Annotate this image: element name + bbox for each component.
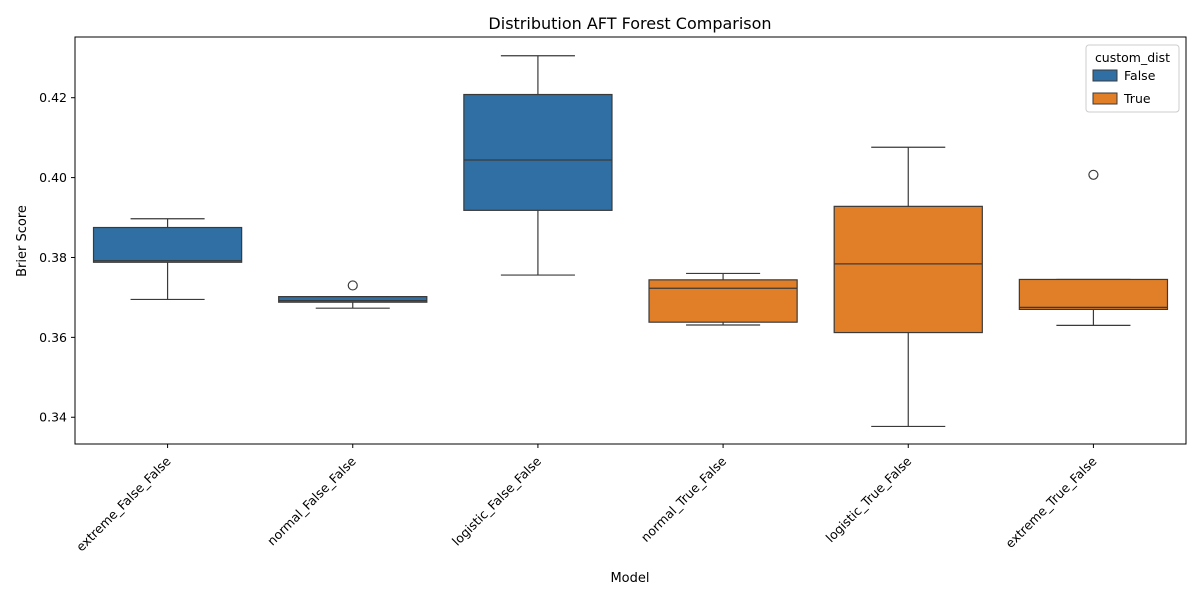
outlier-point [1088,169,1099,180]
box-extreme_False_False [92,218,243,301]
outlier-point [347,280,358,291]
iqr-box [278,296,428,303]
iqr-box [648,279,798,323]
box-normal_False_False [278,280,428,309]
box-logistic_False_False [463,55,613,276]
x-axis-label: Model [610,571,649,586]
iqr-box [1018,278,1169,310]
legend-label-true: True [1123,91,1151,106]
y-tick-label: 0.36 [39,330,67,345]
legend-swatch-true [1092,92,1118,105]
legend-swatch-false [1092,69,1118,82]
iqr-box [833,205,983,334]
legend-title: custom_dist [1095,50,1170,65]
axes-frame [74,36,1187,445]
iqr-box [92,226,243,263]
y-tick-label: 0.38 [39,250,67,265]
y-axis-label: Brier Score [15,205,30,277]
box-logistic_True_False [833,146,983,428]
y-tick-label: 0.42 [39,90,67,105]
chart-title: Distribution AFT Forest Comparison [488,14,771,33]
box-normal_True_False [648,272,798,326]
iqr-box [463,93,613,211]
y-tick-label: 0.34 [39,410,67,425]
y-tick-label: 0.40 [39,170,67,185]
box-extreme_True_False [1018,169,1169,326]
legend-label-false: False [1124,68,1156,83]
legend: custom_dist False True [1085,44,1180,113]
